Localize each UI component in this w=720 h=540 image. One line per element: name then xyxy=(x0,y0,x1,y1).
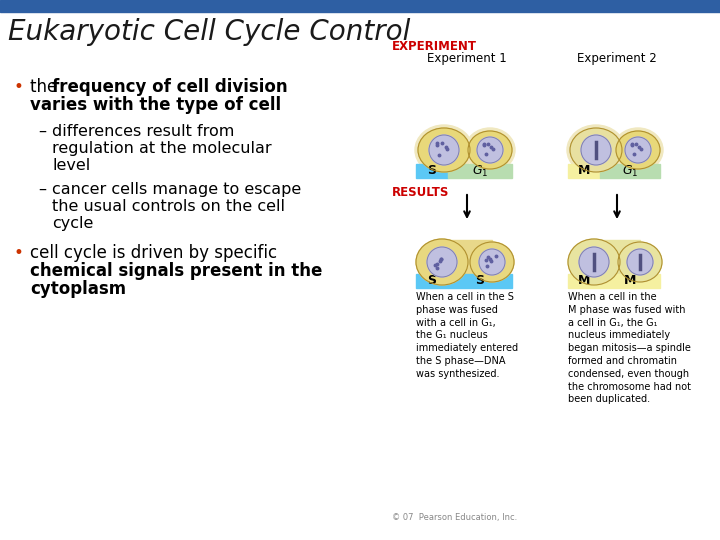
Ellipse shape xyxy=(465,128,515,172)
Ellipse shape xyxy=(581,135,611,165)
Ellipse shape xyxy=(468,131,512,169)
Text: the usual controls on the cell: the usual controls on the cell xyxy=(52,199,285,214)
Text: $G_1$: $G_1$ xyxy=(472,164,488,179)
Bar xyxy=(600,164,660,178)
Bar xyxy=(442,240,492,284)
Ellipse shape xyxy=(429,135,459,165)
Text: chemical signals present in the: chemical signals present in the xyxy=(30,262,323,280)
Ellipse shape xyxy=(618,242,662,282)
Bar xyxy=(600,274,660,288)
Text: •: • xyxy=(14,244,24,262)
Text: M: M xyxy=(578,165,590,178)
Ellipse shape xyxy=(418,128,470,172)
Text: When a cell in the S
phase was fused
with a cell in G₁,
the G₁ nucleus
immediate: When a cell in the S phase was fused wit… xyxy=(416,292,518,379)
Text: Experiment 2: Experiment 2 xyxy=(577,52,657,65)
Text: cell cycle is driven by specific: cell cycle is driven by specific xyxy=(30,244,277,262)
Ellipse shape xyxy=(625,137,651,163)
Text: M: M xyxy=(578,274,590,287)
Ellipse shape xyxy=(470,242,514,282)
Text: M: M xyxy=(624,274,636,287)
Text: –: – xyxy=(38,124,46,139)
Text: cancer cells manage to escape: cancer cells manage to escape xyxy=(52,182,301,197)
Ellipse shape xyxy=(415,125,473,175)
Text: Experiment 1: Experiment 1 xyxy=(427,52,507,65)
Ellipse shape xyxy=(427,247,457,277)
Text: cytoplasm: cytoplasm xyxy=(30,280,126,298)
Text: EXPERIMENT: EXPERIMENT xyxy=(392,40,477,53)
Bar xyxy=(448,274,512,288)
Ellipse shape xyxy=(627,249,653,275)
Text: RESULTS: RESULTS xyxy=(392,186,449,199)
Text: differences result from: differences result from xyxy=(52,124,235,139)
Text: When a cell in the
M phase was fused with
a cell in G₁, the G₁
nucleus immediate: When a cell in the M phase was fused wit… xyxy=(568,292,691,404)
Bar xyxy=(416,164,448,178)
Bar xyxy=(568,274,600,288)
Bar xyxy=(0,0,720,12)
Text: frequency of cell division: frequency of cell division xyxy=(52,78,287,96)
Text: Eukaryotic Cell Cycle Control: Eukaryotic Cell Cycle Control xyxy=(8,18,410,46)
Text: $G_1$: $G_1$ xyxy=(622,164,638,179)
Text: S: S xyxy=(428,165,436,178)
Ellipse shape xyxy=(613,128,663,172)
Bar xyxy=(416,274,448,288)
Text: S: S xyxy=(428,274,436,287)
Bar xyxy=(448,164,512,178)
Ellipse shape xyxy=(616,131,660,169)
Bar xyxy=(594,240,640,284)
Text: varies with the type of cell: varies with the type of cell xyxy=(30,96,281,114)
Ellipse shape xyxy=(567,125,625,175)
Ellipse shape xyxy=(568,239,620,285)
Ellipse shape xyxy=(479,249,505,275)
Text: –: – xyxy=(38,182,46,197)
Text: S: S xyxy=(475,274,485,287)
Ellipse shape xyxy=(570,128,622,172)
Text: the: the xyxy=(30,78,63,96)
Bar xyxy=(568,164,600,178)
Text: cycle: cycle xyxy=(52,216,94,231)
Ellipse shape xyxy=(416,239,468,285)
Ellipse shape xyxy=(477,137,503,163)
Text: regulation at the molecular: regulation at the molecular xyxy=(52,141,271,156)
Text: •: • xyxy=(14,78,24,96)
Text: © 07  Pearson Education, Inc.: © 07 Pearson Education, Inc. xyxy=(392,513,517,522)
Text: level: level xyxy=(52,158,90,173)
Ellipse shape xyxy=(579,247,609,277)
